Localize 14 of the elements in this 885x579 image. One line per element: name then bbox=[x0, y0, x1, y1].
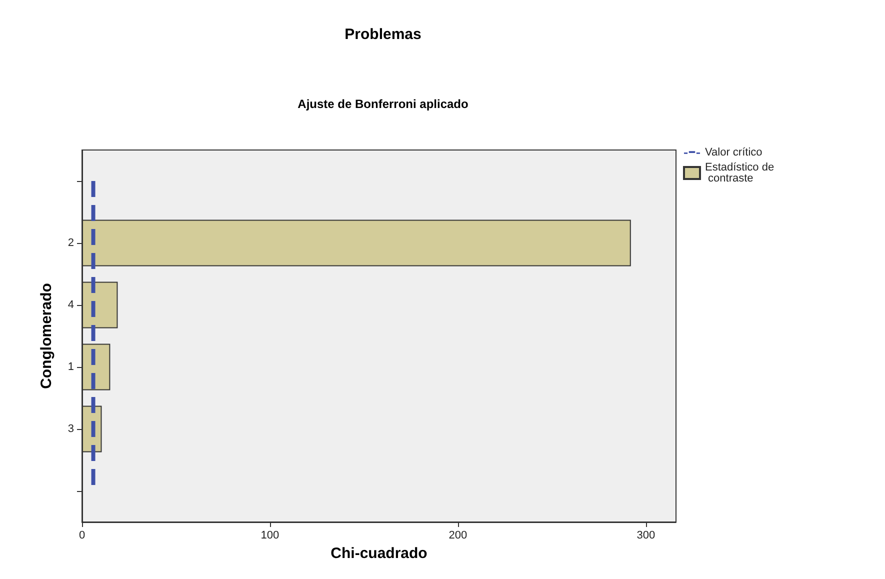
x-tick-label: 300 bbox=[636, 530, 656, 542]
y-tick-label: 4 bbox=[68, 299, 74, 311]
x-axis-title: Chi-cuadrado bbox=[330, 545, 428, 562]
x-tick-label: 200 bbox=[448, 530, 468, 542]
legend-label: Estadístico de contraste bbox=[705, 162, 774, 184]
x-tick-label: 100 bbox=[260, 530, 280, 542]
y-tick-label: 1 bbox=[68, 361, 74, 373]
y-axis-title: Conglomerado bbox=[38, 283, 55, 389]
chart-subtitle: Ajuste de Bonferroni aplicado bbox=[298, 97, 468, 111]
y-tick-label: 3 bbox=[68, 423, 74, 435]
y-tick-label: 2 bbox=[68, 237, 74, 249]
x-tick-label: 0 bbox=[78, 530, 86, 542]
chart-title: Problemas bbox=[344, 26, 422, 43]
legend-label: Valor crítico bbox=[705, 146, 762, 158]
